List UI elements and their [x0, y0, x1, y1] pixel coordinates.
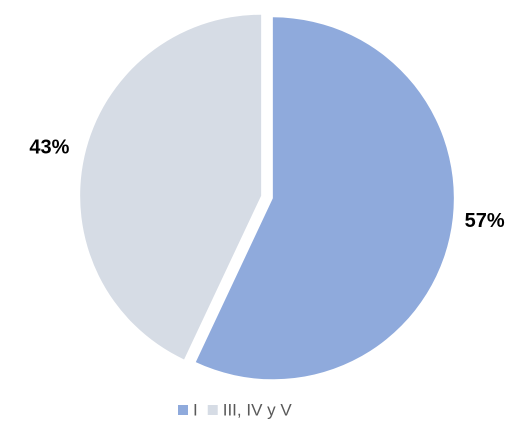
pie-slice — [80, 14, 262, 360]
legend-label: III, IV y V — [223, 400, 293, 419]
legend-label: I — [193, 400, 198, 419]
legend-swatch — [207, 405, 218, 415]
data-label: 57% — [465, 210, 505, 232]
data-label: 43% — [29, 137, 69, 159]
pie-slice — [195, 17, 454, 380]
legend-swatch — [178, 405, 188, 415]
